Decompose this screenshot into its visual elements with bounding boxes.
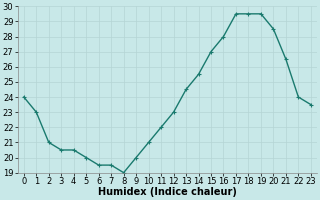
X-axis label: Humidex (Indice chaleur): Humidex (Indice chaleur) [98,187,237,197]
